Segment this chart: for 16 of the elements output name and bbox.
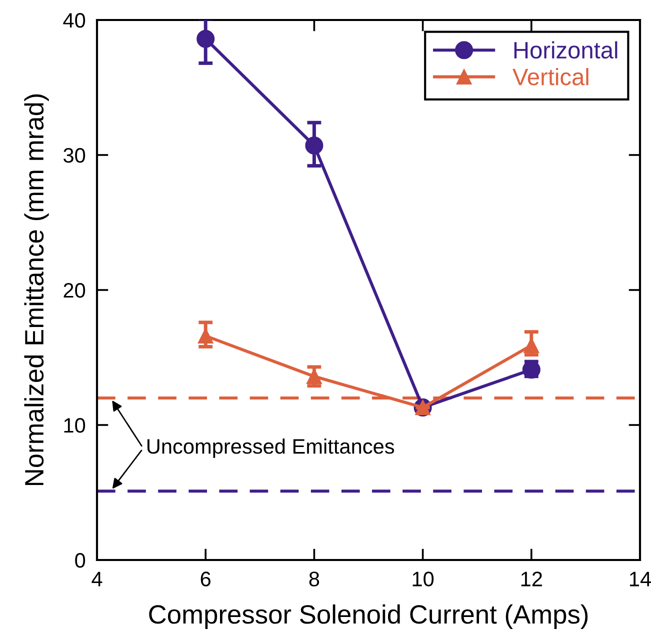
y-tick-label: 10 [64,418,86,433]
x-tick-label: 6 [200,572,210,586]
legend-label: Vertical [512,68,588,86]
x-tick-label: 8 [309,572,320,586]
annotation: Uncompressed Emittances [147,438,394,458]
y-axis-title: Normalized Emittance (mm mrad) [24,94,49,486]
x-tick-label: 4 [92,572,102,586]
y-tick-label: 0 [75,553,86,568]
y-tick-label: 40 [63,13,86,28]
x-axis-title: Compressor Solenoid Current (Amps) [149,604,588,630]
x-tick-label: 10 [412,572,434,586]
y-tick-label: 30 [64,148,86,163]
legend-label: Horizontal [514,41,618,59]
y-tick-label: 20 [64,283,86,298]
x-tick-label: 14 [630,572,651,586]
x-tick-label: 12 [521,572,542,586]
